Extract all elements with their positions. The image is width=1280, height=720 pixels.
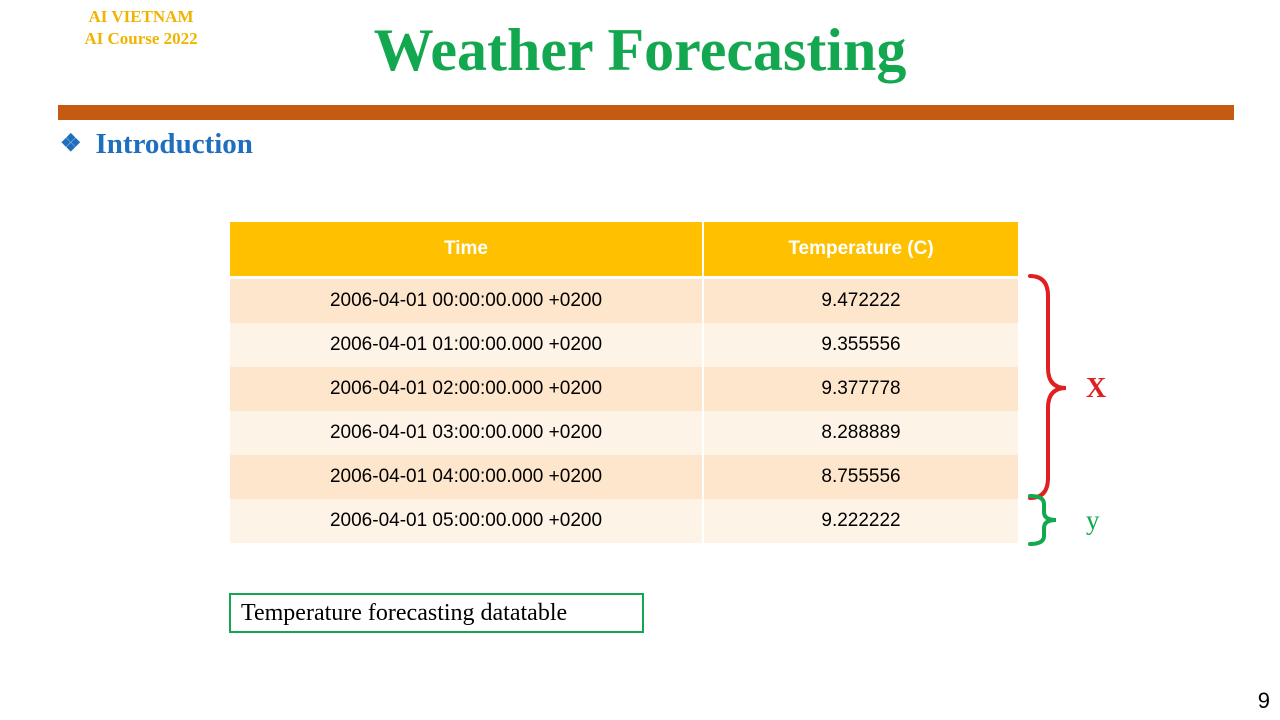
table-row: 2006-04-01 03:00:00.000 +0200 8.288889: [230, 411, 1018, 455]
temperature-cell: 9.472222: [702, 277, 1018, 323]
time-cell: 2006-04-01 03:00:00.000 +0200: [230, 411, 703, 455]
x-bracket-icon: [1028, 274, 1067, 500]
brand-block: AI VIETNAM AI Course 2022: [70, 6, 212, 50]
y-bracket-icon: [1028, 494, 1057, 546]
time-cell: 2006-04-01 05:00:00.000 +0200: [230, 499, 703, 543]
temperature-table: Time Temperature (C) 2006-04-01 00:00:00…: [230, 222, 1018, 543]
table-row: 2006-04-01 00:00:00.000 +0200 9.472222: [230, 277, 1018, 323]
section-heading: ❖ Introduction: [60, 124, 253, 164]
temperature-cell: 8.288889: [702, 411, 1018, 455]
page-number: 9: [1257, 688, 1270, 713]
column-header-time: Time: [230, 222, 703, 279]
time-cell: 2006-04-01 04:00:00.000 +0200: [230, 455, 703, 499]
brand-line-1: AI VIETNAM: [88, 7, 194, 26]
slide-title: Weather Forecasting: [373, 17, 907, 83]
table-row: 2006-04-01 02:00:00.000 +0200 9.377778: [230, 367, 1018, 411]
table-header-row: Time Temperature (C): [230, 222, 1018, 279]
brand-line-2: AI Course 2022: [84, 29, 198, 48]
title-divider: [58, 105, 1234, 120]
temperature-cell: 8.755556: [702, 455, 1018, 499]
diamond-bullet-icon: ❖: [60, 131, 82, 157]
time-cell: 2006-04-01 00:00:00.000 +0200: [230, 277, 703, 323]
time-cell: 2006-04-01 01:00:00.000 +0200: [230, 323, 703, 367]
x-label: X: [1086, 373, 1107, 404]
table-row: 2006-04-01 01:00:00.000 +0200 9.355556: [230, 323, 1018, 367]
table-caption: Temperature forecasting datatable: [229, 593, 644, 633]
temperature-cell: 9.377778: [702, 367, 1018, 411]
column-header-temperature: Temperature (C): [702, 222, 1018, 279]
section-label: Introduction: [95, 127, 253, 160]
temperature-cell: 9.222222: [702, 499, 1018, 543]
table-row: 2006-04-01 04:00:00.000 +0200 8.755556: [230, 455, 1018, 499]
temperature-cell: 9.355556: [702, 323, 1018, 367]
time-cell: 2006-04-01 02:00:00.000 +0200: [230, 367, 703, 411]
y-label: y: [1086, 505, 1100, 535]
table-row: 2006-04-01 05:00:00.000 +0200 9.222222: [230, 499, 1018, 543]
